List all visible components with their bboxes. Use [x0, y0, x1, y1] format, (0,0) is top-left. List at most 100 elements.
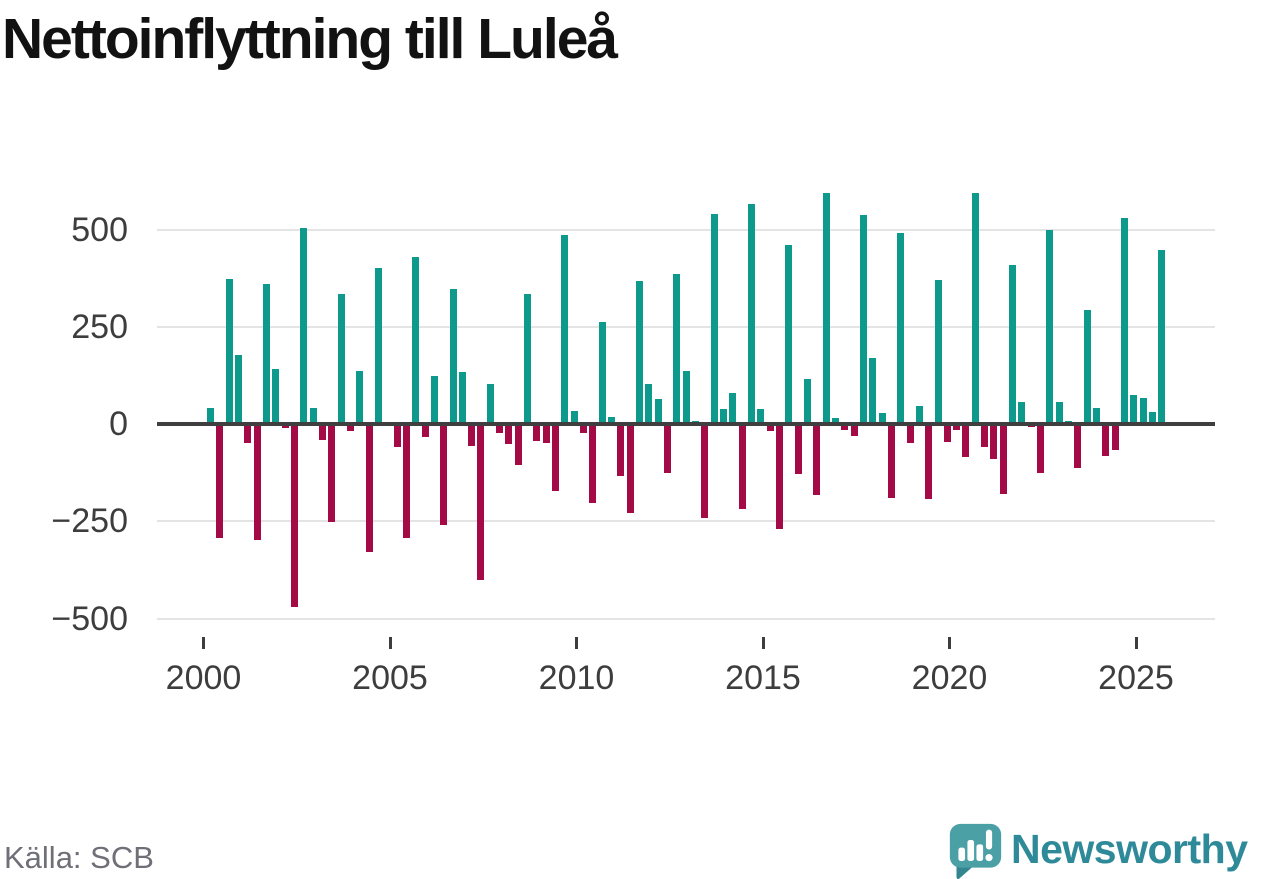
newsworthy-bar-chart-bubble-icon: [949, 823, 1002, 879]
bar-2011-q4: [645, 383, 653, 424]
bar-2013-q4: [719, 409, 727, 424]
bar-2010-q3: [598, 321, 606, 424]
bar-2018-q3: [897, 232, 905, 424]
bar-2009-q4: [570, 411, 578, 424]
bar-2011-q2: [626, 424, 634, 514]
bar-2016-q2: [813, 424, 821, 495]
gridline: [157, 228, 1215, 231]
bar-2010-q4: [608, 416, 616, 424]
bar-2008-q1: [505, 424, 513, 444]
x-axis-tick-label: 2010: [538, 659, 615, 697]
bar-2019-q2: [925, 424, 933, 500]
bar-2022-q4: [1055, 401, 1063, 424]
bar-2019-q1: [915, 406, 923, 424]
bar-2018-q1: [878, 412, 886, 424]
x-axis-tick-label: 2015: [725, 659, 801, 697]
bar-2011-q3: [636, 280, 644, 424]
bar-2014-q2: [738, 424, 746, 510]
bar-2025-q2: [1149, 411, 1157, 424]
bar-2007-q3: [486, 383, 494, 424]
bar-2019-q3: [934, 280, 942, 424]
bar-2015-q1: [766, 424, 774, 431]
bar-2018-q4: [906, 424, 914, 444]
bar-2020-q3: [971, 192, 979, 424]
gridline: [157, 617, 1215, 620]
bar-2001-q3: [262, 283, 270, 424]
bar-2005-q3: [412, 256, 420, 424]
bar-2002-q2: [290, 424, 298, 607]
bar-2016-q1: [803, 379, 811, 424]
bar-2025-q3: [1158, 249, 1166, 424]
bar-2015-q4: [794, 424, 802, 474]
bar-2022-q3: [1046, 229, 1054, 424]
bar-2012-q2: [664, 424, 672, 474]
bar-2020-q2: [962, 424, 970, 458]
bar-2021-q1: [990, 424, 998, 460]
bar-2000-q3: [225, 279, 233, 424]
gridline: [157, 520, 1215, 523]
x-axis-tick: [388, 637, 392, 649]
bar-2024-q1: [1102, 424, 1110, 456]
bar-2003-q4: [346, 424, 354, 431]
bar-2021-q3: [1009, 264, 1017, 424]
bar-2004-q1: [356, 371, 364, 424]
y-axis-tick-label: −250: [51, 502, 128, 541]
bar-2017-q3: [859, 214, 867, 424]
bar-2014-q4: [757, 409, 765, 424]
bar-2024-q3: [1121, 217, 1129, 424]
bar-2019-q4: [943, 424, 951, 442]
bar-2013-q2: [701, 424, 709, 518]
bar-2024-q2: [1111, 424, 1119, 451]
bar-2002-q3: [300, 227, 308, 424]
bar-2005-q1: [393, 424, 401, 447]
bar-2005-q4: [421, 424, 429, 437]
newsworthy-logo: Newsworthy: [945, 820, 1261, 879]
bar-2012-q1: [654, 399, 662, 424]
bar-2024-q4: [1130, 395, 1138, 424]
bar-2008-q4: [533, 424, 541, 442]
bar-2006-q1: [430, 376, 438, 424]
x-axis-tick-label: 2025: [1098, 659, 1174, 697]
bar-2009-q3: [561, 234, 569, 424]
bar-2006-q4: [458, 371, 466, 424]
bar-2003-q3: [337, 294, 345, 424]
x-axis-tick: [948, 637, 951, 649]
bar-2010-q2: [589, 424, 597, 503]
bar-2003-q2: [328, 424, 336, 522]
bar-2007-q1: [468, 424, 476, 446]
bar-2021-q2: [999, 424, 1007, 495]
bar-2001-q2: [253, 424, 261, 540]
y-axis-tick-label: −500: [51, 599, 128, 638]
page-title: Nettoinflyttning till Luleå: [2, 7, 618, 71]
bar-2008-q3: [524, 293, 532, 424]
bar-2016-q3: [822, 192, 830, 424]
zero-baseline: [157, 422, 1215, 426]
bar-2013-q3: [710, 213, 718, 424]
bar-2023-q3: [1083, 310, 1091, 424]
bar-2000-q4: [234, 354, 242, 424]
x-axis-tick-label: 2020: [911, 659, 988, 697]
bar-2009-q1: [542, 424, 550, 443]
x-axis-tick: [761, 637, 765, 649]
bar-2017-q4: [869, 358, 877, 424]
bar-2000-q1: [207, 407, 214, 424]
x-axis-tick-label: 2000: [165, 659, 242, 697]
bar-2001-q1: [244, 424, 252, 443]
plot-area: [157, 185, 1215, 640]
x-axis-tick: [1134, 637, 1138, 649]
bar-2015-q3: [785, 245, 793, 424]
newsworthy-logo-text: Newsworthy: [1011, 826, 1248, 872]
source-note: Källa: SCB: [4, 840, 154, 875]
bar-2018-q2: [887, 424, 895, 499]
bar-2012-q4: [682, 370, 690, 424]
bar-2006-q3: [449, 288, 457, 424]
bar-2004-q3: [374, 268, 382, 424]
gridline: [157, 325, 1215, 328]
bar-2020-q4: [981, 424, 989, 447]
bar-2020-q1: [953, 424, 961, 430]
bar-2017-q2: [850, 424, 858, 437]
bar-2007-q4: [496, 424, 504, 433]
bar-2023-q4: [1093, 407, 1101, 424]
bar-2000-q2: [216, 424, 224, 539]
